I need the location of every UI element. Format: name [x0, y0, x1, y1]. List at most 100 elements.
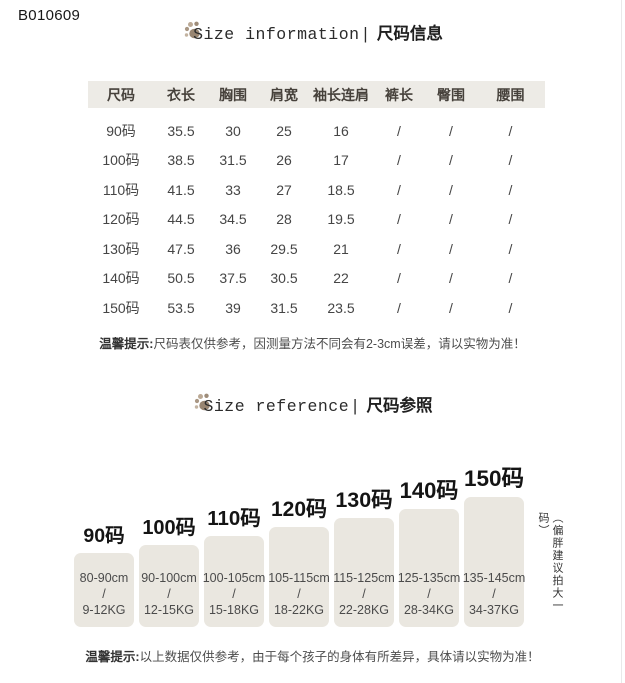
- weight-range: 15-18KG: [208, 603, 260, 617]
- chart-bar-label: 140码: [399, 478, 459, 503]
- range-separator: /: [297, 587, 301, 601]
- range-separator: /: [362, 587, 366, 601]
- chart-bar-label: 150码: [463, 465, 525, 491]
- value-cell: /: [449, 270, 453, 287]
- chart-column: 130码 115-125cm / 22-28KG: [333, 489, 395, 627]
- table-row: 100码 38.5 31.5 26 17 / / /: [88, 146, 545, 176]
- column-header: 臀围: [437, 86, 465, 103]
- note-text: 尺码表仅供参考，因测量方法不同会有2-3cm误差，请以实物为准！: [153, 337, 526, 351]
- reference-note: 温馨提示:以上数据仅供参考，由于每个孩子的身体有所差异，具体请以实物为准！: [0, 646, 625, 665]
- table-row: 90码 35.5 30 25 16 / / /: [88, 116, 545, 146]
- value-cell: 23.5: [327, 299, 355, 316]
- note-text: 以上数据仅供参考，由于每个孩子的身体有所差异，具体请以实物为准！: [139, 650, 540, 664]
- table-row: 110码 41.5 33 27 18.5 / / /: [88, 175, 545, 205]
- value-cell: 16: [333, 122, 349, 139]
- size-table-note: 温馨提示:尺码表仅供参考，因测量方法不同会有2-3cm误差，请以实物为准！: [0, 333, 625, 352]
- value-cell: /: [508, 211, 513, 228]
- title-divider: |: [360, 25, 371, 44]
- value-cell: 18.5: [327, 181, 355, 198]
- value-cell: /: [397, 211, 401, 228]
- value-cell: /: [449, 181, 453, 198]
- value-cell: /: [397, 240, 401, 257]
- size-cell: 150码: [102, 299, 140, 316]
- value-cell: 47.5: [167, 240, 195, 257]
- value-cell: 41.5: [167, 181, 195, 198]
- value-cell: 34.5: [219, 211, 247, 228]
- height-range: 90-100cm: [141, 571, 197, 585]
- range-separator: /: [492, 587, 496, 601]
- chart-bar: 105-115cm / 18-22KG: [268, 527, 330, 627]
- size-cell: 110码: [102, 181, 140, 198]
- value-cell: 31.5: [270, 299, 298, 316]
- paw-print-icon: [182, 20, 204, 47]
- right-edge-line: [621, 0, 622, 683]
- value-cell: /: [508, 299, 513, 316]
- chart-column: 100码 90-100cm / 12-15KG: [139, 518, 199, 627]
- chart-column: 140码 125-135cm / 28-34KG: [398, 478, 460, 627]
- table-row: 130码 47.5 36 29.5 21 / / /: [88, 234, 545, 264]
- value-cell: /: [508, 270, 513, 287]
- chart-bar: 125-135cm / 28-34KG: [398, 509, 460, 627]
- value-cell: /: [449, 122, 453, 139]
- size-reference-chart: 90码 80-90cm / 9-12KG 100码 90-100cm / 12-15KG 110…: [74, 459, 526, 627]
- height-range: 115-125cm: [333, 571, 395, 585]
- chart-bar: 100-105cm / 15-18KG: [202, 536, 266, 627]
- height-range: 105-115cm: [268, 571, 330, 585]
- value-cell: 33: [225, 181, 241, 198]
- section1-title-en: Size information: [193, 25, 360, 44]
- size-cell: 130码: [102, 240, 140, 257]
- size-table: 尺码 衣长 胸围 肩宽 袖长连肩 裤长 臀围 腰围 90码 35.5 30 25 16 / / / 100码 3…: [88, 81, 545, 323]
- table-row: 140码 50.5 37.5 30.5 22 / / /: [88, 264, 545, 294]
- table-row: 120码 44.5 34.5 28 19.5 / / /: [88, 205, 545, 235]
- size-table-header: 尺码 衣长 胸围 肩宽 袖长连肩 裤长 臀围 腰围: [88, 81, 545, 108]
- note-prefix: 温馨提示:: [99, 337, 154, 351]
- weight-range: 12-15KG: [143, 603, 195, 617]
- value-cell: 30: [225, 122, 241, 139]
- section2-title-en: Size reference: [203, 397, 350, 416]
- value-cell: /: [508, 122, 513, 139]
- value-cell: 17: [333, 152, 349, 169]
- section1-title: Size information| 尺码信息: [0, 20, 625, 47]
- size-cell: 140码: [102, 270, 140, 287]
- value-cell: 22: [333, 270, 349, 287]
- column-header: 腰围: [496, 86, 525, 103]
- chart-bar-label: 110码: [207, 506, 261, 530]
- value-cell: /: [397, 181, 401, 198]
- chart-bar: 115-125cm / 22-28KG: [333, 518, 395, 627]
- value-cell: 27: [276, 181, 292, 198]
- column-header: 衣长: [167, 86, 195, 103]
- value-cell: /: [397, 122, 401, 139]
- chart-column: 150码 135-145cm / 34-37KG: [462, 465, 526, 627]
- height-range: 135-145cm: [462, 571, 526, 585]
- column-header: 袖长连肩: [313, 86, 369, 103]
- value-cell: 36: [225, 240, 241, 257]
- weight-range: 18-22KG: [273, 603, 325, 617]
- section2-title: Size reference| 尺码参照: [0, 392, 625, 419]
- value-cell: /: [508, 240, 513, 257]
- note-prefix: 温馨提示:: [85, 650, 140, 664]
- value-cell: 21: [333, 240, 349, 257]
- column-header: 尺码: [107, 86, 135, 103]
- chart-column: 110码 100-105cm / 15-18KG: [202, 506, 266, 627]
- column-header: 裤长: [385, 86, 413, 103]
- height-range: 100-105cm: [202, 571, 266, 585]
- weight-range: 28-34KG: [403, 603, 455, 617]
- chart-bar: 90-100cm / 12-15KG: [139, 545, 199, 627]
- value-cell: 35.5: [167, 122, 195, 139]
- section1-title-zh: 尺码信息: [376, 25, 443, 43]
- chart-bar-label: 90码: [83, 524, 125, 547]
- chart-bar: 135-145cm / 34-37KG: [462, 497, 526, 627]
- range-separator: /: [427, 587, 431, 601]
- value-cell: 19.5: [327, 211, 355, 228]
- value-cell: 29.5: [270, 240, 298, 257]
- paw-print-icon: [192, 392, 214, 419]
- size-cell: 100码: [102, 152, 140, 169]
- chart-bar-label: 100码: [142, 517, 196, 539]
- value-cell: 25: [276, 122, 292, 139]
- range-separator: /: [102, 587, 106, 601]
- value-cell: 53.5: [167, 299, 195, 316]
- value-cell: /: [508, 152, 513, 169]
- size-cell: 120码: [102, 211, 140, 228]
- range-separator: /: [167, 587, 171, 601]
- weight-range: 34-37KG: [468, 603, 520, 617]
